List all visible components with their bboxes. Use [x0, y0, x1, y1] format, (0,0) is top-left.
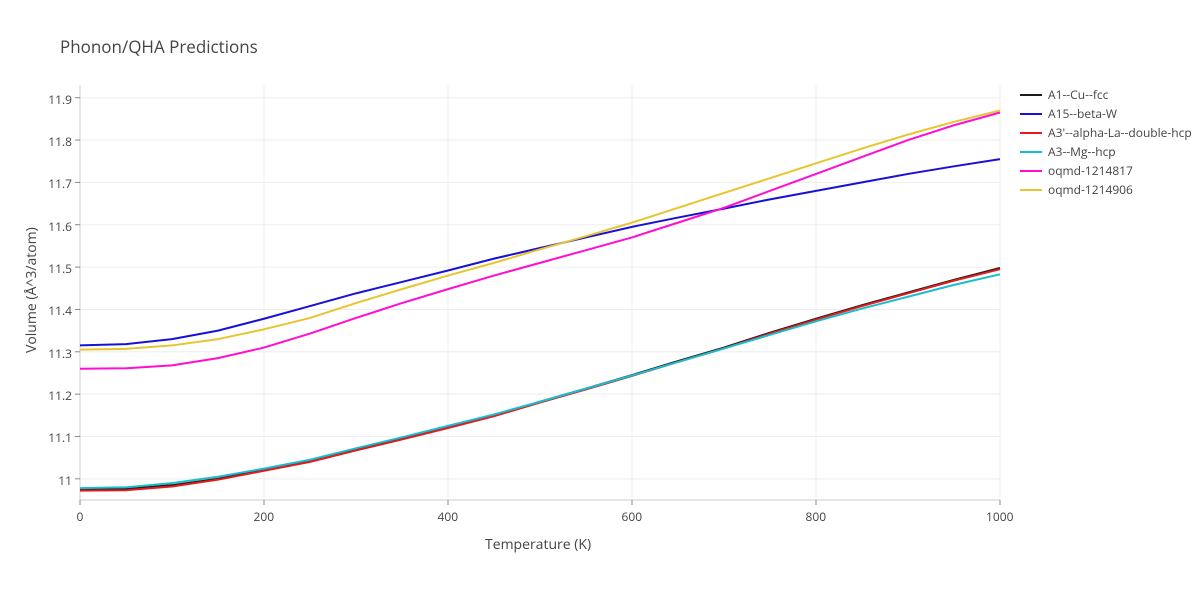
legend-item[interactable]: A1--Cu--fcc — [1020, 85, 1192, 104]
x-tick-label: 400 — [438, 508, 459, 525]
y-tick-label: 11.2 — [48, 387, 72, 404]
x-tick-label: 600 — [622, 508, 643, 525]
y-tick-label: 11.7 — [48, 175, 72, 192]
legend-swatch — [1020, 170, 1042, 172]
series-line[interactable] — [80, 268, 1000, 489]
legend-label: A15--beta-W — [1048, 105, 1117, 122]
legend-swatch — [1020, 113, 1042, 115]
legend: A1--Cu--fcc A15--beta-W A3'--alpha-La--dou… — [1020, 85, 1192, 199]
legend-label: A3--Mg--hcp — [1048, 143, 1116, 160]
series-line[interactable] — [80, 269, 1000, 490]
y-tick-label: 11.8 — [48, 133, 72, 150]
legend-item[interactable]: A15--beta-W — [1020, 104, 1192, 123]
legend-swatch — [1020, 94, 1042, 96]
series-line[interactable] — [80, 110, 1000, 349]
x-tick-label: 0 — [77, 508, 84, 525]
y-tick-label: 11 — [58, 472, 72, 489]
y-tick-label: 11.4 — [48, 302, 72, 319]
x-tick-label: 1000 — [986, 508, 1013, 525]
legend-label: oqmd-1214817 — [1048, 162, 1133, 179]
legend-label: oqmd-1214906 — [1048, 181, 1133, 198]
legend-swatch — [1020, 189, 1042, 191]
legend-item[interactable]: A3'--alpha-La--double-hcp — [1020, 123, 1192, 142]
legend-swatch — [1020, 151, 1042, 153]
x-tick-label: 200 — [254, 508, 275, 525]
y-tick-label: 11.6 — [48, 218, 72, 235]
y-tick-label: 11.1 — [48, 429, 72, 446]
legend-item[interactable]: oqmd-1214817 — [1020, 161, 1192, 180]
y-tick-label: 11.3 — [48, 345, 72, 362]
x-tick-label: 800 — [806, 508, 827, 525]
series-line[interactable] — [80, 159, 1000, 345]
y-tick-label: 11.9 — [48, 91, 72, 108]
legend-swatch — [1020, 132, 1042, 134]
legend-item[interactable]: A3--Mg--hcp — [1020, 142, 1192, 161]
y-tick-label: 11.5 — [48, 260, 72, 277]
legend-item[interactable]: oqmd-1214906 — [1020, 180, 1192, 199]
legend-label: A3'--alpha-La--double-hcp — [1048, 124, 1192, 141]
legend-label: A1--Cu--fcc — [1048, 86, 1108, 103]
